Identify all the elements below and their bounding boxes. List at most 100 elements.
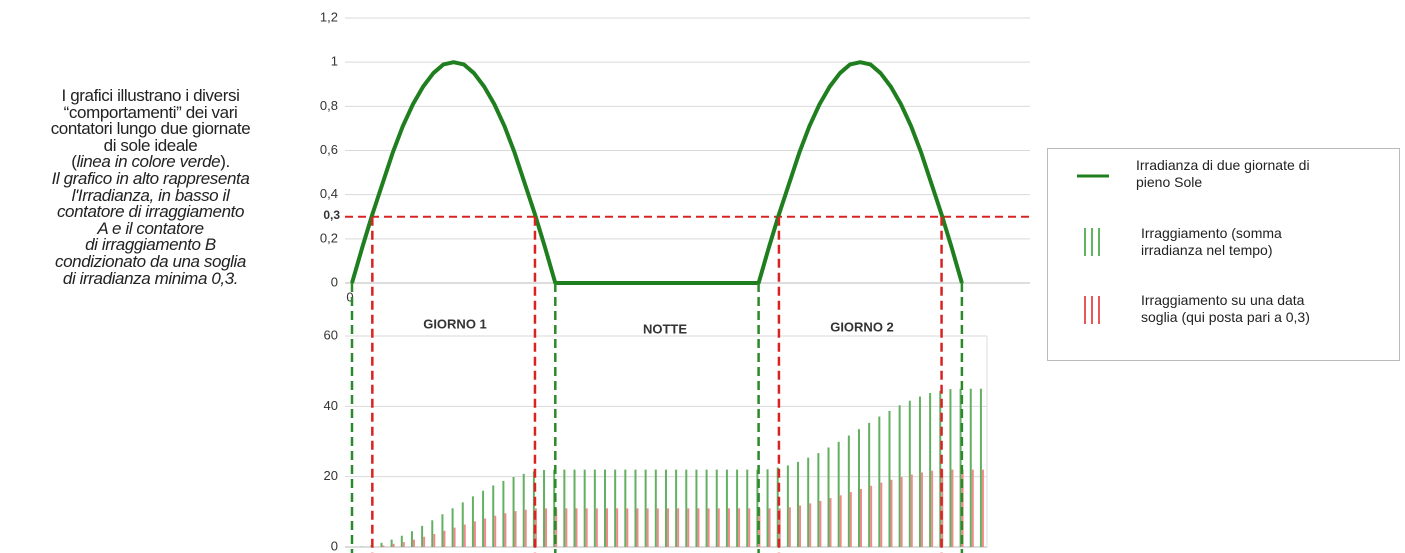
series-line	[350, 60, 964, 285]
bar	[736, 469, 739, 547]
bar	[412, 539, 415, 547]
bar	[492, 485, 495, 547]
y-tick-label: 0	[331, 274, 338, 289]
bar	[705, 469, 708, 547]
bar	[807, 457, 810, 547]
description-line: di irradianza minima 0,3.	[8, 268, 293, 288]
bar	[644, 469, 647, 547]
bar	[392, 543, 395, 547]
bar	[898, 405, 901, 547]
bar	[614, 469, 617, 547]
bar	[951, 469, 954, 547]
bar	[768, 508, 771, 547]
bar	[575, 508, 578, 547]
bar	[738, 508, 741, 547]
bar	[910, 474, 913, 547]
bar	[565, 508, 568, 547]
x-tick-label: 0	[346, 289, 353, 304]
description-text: l'Irradianza, in basso il	[71, 185, 230, 205]
y-tick-label: 1,2	[320, 9, 338, 24]
bar	[707, 508, 710, 547]
description-text: ).	[220, 152, 230, 172]
bar	[675, 469, 678, 547]
bar	[788, 507, 791, 547]
bar	[664, 469, 667, 547]
bar	[400, 535, 403, 547]
bar	[646, 508, 649, 547]
bar	[870, 485, 873, 547]
bar	[514, 511, 517, 547]
description-line: contatori lungo due giornate	[8, 119, 293, 139]
bar	[463, 524, 466, 547]
bar	[888, 410, 891, 547]
bar	[431, 520, 434, 547]
bar	[606, 508, 608, 547]
bar	[494, 515, 497, 547]
bar	[410, 531, 413, 547]
bar	[421, 525, 424, 547]
bar	[827, 447, 830, 547]
bar	[484, 518, 487, 547]
bar	[839, 495, 842, 547]
bar	[880, 482, 883, 547]
bar	[573, 469, 576, 547]
bar	[473, 521, 476, 547]
bar	[858, 429, 860, 547]
description-text: di sole ideale	[103, 135, 198, 155]
description-text: (	[71, 152, 77, 172]
legend-label: Irraggiamento su una data soglia (qui po…	[1141, 292, 1310, 325]
bar	[604, 469, 606, 547]
description-line: (linea in colore verde).	[8, 152, 293, 172]
bar	[727, 508, 730, 547]
bar	[402, 542, 405, 547]
description-text: “comportamenti” dei vari	[63, 102, 238, 122]
y-tick-label: 0	[331, 538, 338, 553]
bar	[502, 480, 505, 547]
bar	[451, 508, 454, 547]
bar	[595, 508, 598, 547]
bar	[532, 471, 535, 547]
y-tick-label: 1	[331, 54, 338, 69]
y-tick-label: 0,4	[320, 186, 338, 201]
y-tick-label: 0,6	[320, 142, 338, 157]
legend: Irradianza di due giornate di pieno Sole…	[1047, 148, 1400, 361]
bar	[677, 508, 680, 547]
bar	[453, 527, 456, 547]
bar	[971, 469, 974, 547]
description: I grafici illustrano i diversi “comportam…	[8, 87, 293, 288]
bar	[766, 469, 769, 547]
threshold-label: 0,3	[323, 208, 340, 222]
bar	[979, 388, 982, 547]
description-text: A e il contatore	[97, 218, 204, 238]
bar	[786, 465, 789, 547]
description-text: contatore di irraggiamento	[56, 202, 245, 222]
bar	[860, 488, 862, 547]
y-tick-label: 0,2	[320, 230, 338, 245]
bar	[878, 416, 881, 547]
bar	[819, 500, 822, 547]
bar	[695, 469, 698, 547]
period-label: GIORNO 2	[830, 319, 894, 334]
bar	[717, 508, 720, 547]
bar	[441, 514, 444, 547]
bar	[443, 530, 446, 547]
bar	[959, 388, 962, 547]
legend-label: Irraggiamento (somma irradianza nel temp…	[1141, 225, 1282, 258]
bar	[918, 396, 921, 547]
bar	[949, 389, 952, 547]
bar	[837, 441, 840, 547]
description-text: contatori lungo due giornate	[50, 119, 251, 139]
bar	[634, 469, 637, 547]
bar	[890, 479, 893, 547]
bar	[380, 542, 383, 547]
period-label: GIORNO 1	[423, 316, 487, 331]
bar	[748, 508, 751, 547]
description-text: linea in colore verde	[76, 152, 221, 172]
bar	[847, 435, 850, 547]
description-text: di irradianza minima 0,3.	[62, 268, 239, 288]
bar	[585, 508, 588, 547]
bar	[433, 533, 436, 547]
description-text: di irraggiamento B	[85, 235, 216, 255]
bar	[746, 469, 749, 547]
y-tick-label: 0,8	[320, 98, 338, 113]
